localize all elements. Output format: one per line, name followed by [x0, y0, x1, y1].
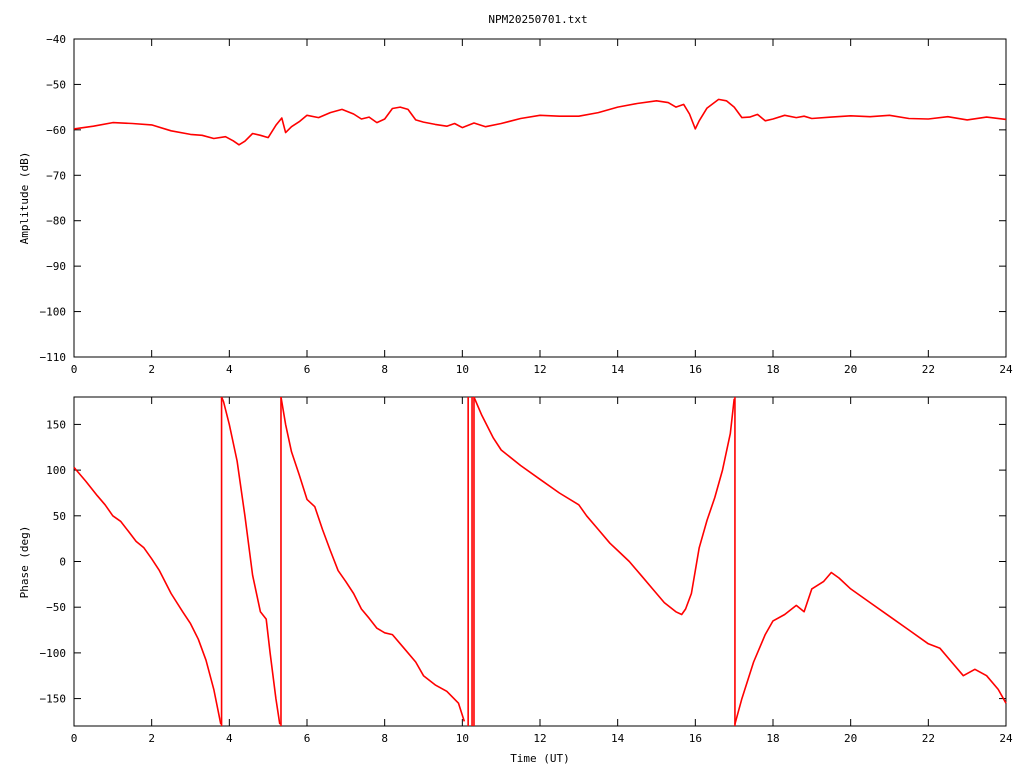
series-line [280, 396, 466, 722]
phase-panel: 0 2 4 6 8 10 12 14 16 18 20 22 24−150−100−5005010015… [18, 396, 1013, 765]
y-tick-label: −50 [46, 601, 66, 614]
y-tick-label: 0 [59, 556, 66, 569]
y-tick-label: 50 [53, 510, 66, 523]
x-tick-label: 4 [226, 363, 233, 376]
x-tick-label: 0 [71, 732, 78, 745]
x-tick-label: 22 [922, 732, 935, 745]
y-tick-label: 100 [46, 464, 66, 477]
series-line [734, 571, 1007, 725]
x-tick-label: 18 [766, 732, 779, 745]
y-tick-label: −100 [40, 647, 67, 660]
y-tick-label: −50 [46, 78, 66, 91]
x-tick-label: 2 [148, 363, 155, 376]
series-line [220, 396, 281, 725]
x-tick-label: 22 [922, 363, 935, 376]
y-tick-label: −80 [46, 215, 66, 228]
x-tick-label: 20 [844, 732, 857, 745]
amplitude-series [73, 98, 1007, 146]
phase-xlabel: Time (UT) [510, 752, 570, 765]
x-tick-label: 20 [844, 363, 857, 376]
x-tick-label: 16 [689, 732, 702, 745]
y-tick-label: −110 [40, 351, 67, 364]
y-tick-label: 150 [46, 418, 66, 431]
x-tick-label: 12 [533, 732, 546, 745]
series-line [473, 396, 735, 616]
x-tick-label: 0 [71, 363, 78, 376]
amplitude-plot-frame [73, 38, 1007, 358]
x-tick-label: 6 [304, 732, 311, 745]
x-tick-label: 14 [611, 363, 625, 376]
x-tick-label: 8 [381, 363, 388, 376]
y-tick-label: −90 [46, 260, 66, 273]
x-tick-label: 2 [148, 732, 155, 745]
phase-series [73, 396, 1007, 726]
phase-plot-frame [73, 396, 1007, 727]
y-tick-label: −60 [46, 124, 66, 137]
y-tick-label: −150 [40, 693, 67, 706]
x-tick-label: 16 [689, 363, 702, 376]
x-tick-label: 18 [766, 363, 779, 376]
y-tick-label: −100 [40, 306, 67, 319]
x-tick-label: 24 [999, 363, 1013, 376]
series-line [73, 98, 1007, 146]
amplitude-panel: 0 2 4 6 8 10 12 14 16 18 20 22 24−110−100−90−80−70−6… [18, 33, 1013, 376]
x-tick-label: 4 [226, 732, 233, 745]
x-tick-label: 8 [381, 732, 388, 745]
x-tick-label: 10 [456, 732, 469, 745]
y-tick-label: −40 [46, 33, 66, 46]
chart-title: NPM20250701.txt [488, 13, 587, 26]
y-tick-label: −70 [46, 169, 66, 182]
amplitude-ylabel: Amplitude (dB) [18, 152, 31, 245]
series-line [73, 466, 222, 725]
x-tick-label: 14 [611, 732, 625, 745]
x-tick-label: 24 [999, 732, 1013, 745]
x-tick-label: 10 [456, 363, 469, 376]
x-tick-label: 12 [533, 363, 546, 376]
phase-axis-ticks: 0 2 4 6 8 10 12 14 16 18 20 22 24−150−100−5005010015… [40, 397, 1013, 745]
amplitude-axis-ticks: 0 2 4 6 8 10 12 14 16 18 20 22 24−110−100−90−80−70−6… [40, 33, 1013, 376]
phase-ylabel: Phase (deg) [18, 526, 31, 599]
x-tick-label: 6 [304, 363, 311, 376]
